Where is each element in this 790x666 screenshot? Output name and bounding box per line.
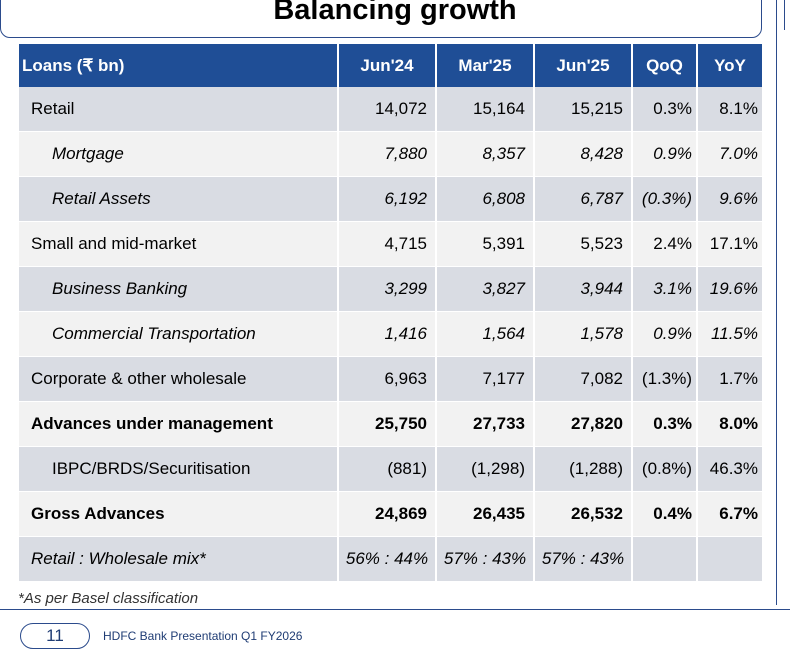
cell-yoy: 6.7%: [698, 492, 764, 537]
cell-qoq: 0.9%: [633, 132, 698, 177]
cell-qoq: 2.4%: [633, 222, 698, 267]
cell-yoy: 9.6%: [698, 177, 764, 222]
cell-jun24: 1,416: [339, 312, 437, 357]
cell-qoq: 0.9%: [633, 312, 698, 357]
cell-jun25: 26,532: [535, 492, 633, 537]
cell-jun24: 6,192: [339, 177, 437, 222]
cell-jun25: 7,082: [535, 357, 633, 402]
footnote: *As per Basel classification: [18, 590, 199, 607]
header-qoq: QoQ: [633, 44, 698, 87]
cell-mar25: 27,733: [437, 402, 535, 447]
cell-mar25: 6,808: [437, 177, 535, 222]
table-row-gross-advances: Gross Advances 24,869 26,435 26,532 0.4%…: [19, 492, 764, 537]
row-label: Advances under management: [19, 402, 339, 447]
row-label: Commercial Transportation: [19, 312, 339, 357]
table-row-business-banking: Business Banking 3,299 3,827 3,944 3.1% …: [19, 267, 764, 312]
footer-text: HDFC Bank Presentation Q1 FY2026: [103, 629, 303, 643]
cell-jun24: 56% : 44%: [339, 537, 437, 582]
cell-mar25: 8,357: [437, 132, 535, 177]
row-label: Corporate & other wholesale: [19, 357, 339, 402]
cell-mar25: (1,298): [437, 447, 535, 492]
cell-yoy: [698, 537, 764, 582]
row-label: Mortgage: [19, 132, 339, 177]
cell-mar25: 1,564: [437, 312, 535, 357]
cell-jun25: 57% : 43%: [535, 537, 633, 582]
table-row-corporate-wholesale: Corporate & other wholesale 6,963 7,177 …: [19, 357, 764, 402]
header-loans: Loans (₹ bn): [19, 44, 339, 87]
cell-jun24: (881): [339, 447, 437, 492]
cell-mar25: 57% : 43%: [437, 537, 535, 582]
cell-jun24: 7,880: [339, 132, 437, 177]
cell-jun25: 27,820: [535, 402, 633, 447]
cell-qoq: (1.3%): [633, 357, 698, 402]
row-label: Gross Advances: [19, 492, 339, 537]
cell-jun24: 3,299: [339, 267, 437, 312]
page-number: 11: [20, 623, 90, 649]
row-label: Business Banking: [19, 267, 339, 312]
cell-jun25: 5,523: [535, 222, 633, 267]
cell-yoy: 1.7%: [698, 357, 764, 402]
cell-qoq: 0.3%: [633, 87, 698, 132]
right-border-line-outer: [784, 0, 785, 30]
header-mar25: Mar'25: [437, 44, 535, 87]
table-row-retail-wholesale-mix: Retail : Wholesale mix* 56% : 44% 57% : …: [19, 537, 764, 582]
cell-jun24: 25,750: [339, 402, 437, 447]
cell-jun24: 4,715: [339, 222, 437, 267]
cell-jun24: 24,869: [339, 492, 437, 537]
cell-yoy: 17.1%: [698, 222, 764, 267]
cell-jun24: 6,963: [339, 357, 437, 402]
table-row-mortgage: Mortgage 7,880 8,357 8,428 0.9% 7.0%: [19, 132, 764, 177]
row-label: Small and mid-market: [19, 222, 339, 267]
cell-qoq: (0.8%): [633, 447, 698, 492]
cell-yoy: 8.0%: [698, 402, 764, 447]
cell-jun25: 1,578: [535, 312, 633, 357]
cell-jun25: (1,288): [535, 447, 633, 492]
cell-mar25: 26,435: [437, 492, 535, 537]
page-title: Balancing growth: [273, 0, 517, 26]
table-row-retail-assets: Retail Assets 6,192 6,808 6,787 (0.3%) 9…: [19, 177, 764, 222]
table-header-row: Loans (₹ bn) Jun'24 Mar'25 Jun'25 QoQ Yo…: [19, 44, 764, 87]
cell-mar25: 15,164: [437, 87, 535, 132]
header-jun24: Jun'24: [339, 44, 437, 87]
table-row-commercial-transportation: Commercial Transportation 1,416 1,564 1,…: [19, 312, 764, 357]
title-frame: [0, 0, 762, 38]
cell-jun25: 6,787: [535, 177, 633, 222]
cell-yoy: 19.6%: [698, 267, 764, 312]
header-yoy: YoY: [698, 44, 764, 87]
cell-qoq: [633, 537, 698, 582]
row-label: Retail : Wholesale mix*: [19, 537, 339, 582]
table-row-retail: Retail 14,072 15,164 15,215 0.3% 8.1%: [19, 87, 764, 132]
cell-jun25: 8,428: [535, 132, 633, 177]
cell-jun25: 3,944: [535, 267, 633, 312]
header-jun25: Jun'25: [535, 44, 633, 87]
cell-qoq: 0.4%: [633, 492, 698, 537]
cell-jun25: 15,215: [535, 87, 633, 132]
footer-divider: [0, 609, 790, 610]
cell-qoq: 0.3%: [633, 402, 698, 447]
table-row-securitisation: IBPC/BRDS/Securitisation (881) (1,298) (…: [19, 447, 764, 492]
row-label: Retail: [19, 87, 339, 132]
table-row-advances-under-management: Advances under management 25,750 27,733 …: [19, 402, 764, 447]
cell-mar25: 3,827: [437, 267, 535, 312]
cell-qoq: 3.1%: [633, 267, 698, 312]
loans-table: Loans (₹ bn) Jun'24 Mar'25 Jun'25 QoQ Yo…: [19, 44, 764, 582]
cell-yoy: 11.5%: [698, 312, 764, 357]
row-label: Retail Assets: [19, 177, 339, 222]
cell-yoy: 7.0%: [698, 132, 764, 177]
cell-yoy: 8.1%: [698, 87, 764, 132]
right-border-line: [776, 0, 777, 605]
table-row-small-mid-market: Small and mid-market 4,715 5,391 5,523 2…: [19, 222, 764, 267]
cell-yoy: 46.3%: [698, 447, 764, 492]
cell-qoq: (0.3%): [633, 177, 698, 222]
cell-mar25: 7,177: [437, 357, 535, 402]
row-label: IBPC/BRDS/Securitisation: [19, 447, 339, 492]
cell-jun24: 14,072: [339, 87, 437, 132]
cell-mar25: 5,391: [437, 222, 535, 267]
